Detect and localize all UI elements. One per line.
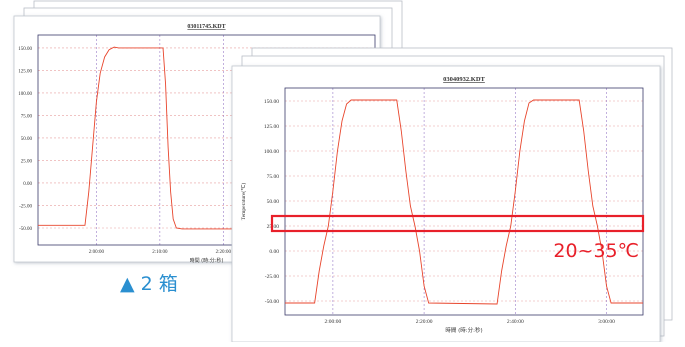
chart-title: 03011745.KDT [187, 24, 225, 30]
y-tick-label: 75.00 [267, 174, 280, 180]
data-line [285, 99, 643, 305]
y-tick-label: 150.00 [18, 47, 32, 52]
annotation: 20~35℃ [553, 240, 639, 262]
x-axis-label: 時間 (時:分:秒) [190, 257, 224, 264]
x-tick-label: 2:00:00 [89, 250, 105, 255]
x-tick-label: 2:40:00 [507, 319, 524, 325]
data-line [38, 46, 375, 230]
y-tick-label: 100.00 [18, 92, 32, 97]
y-tick-label: 100.00 [264, 149, 279, 155]
y-tick-label: 50.00 [267, 199, 280, 205]
y-tick-label: -25.00 [19, 204, 32, 209]
y-tick-label: 0.00 [23, 182, 32, 187]
chart-title: 03040932.KDT [443, 76, 485, 83]
plot-frame [284, 87, 644, 316]
highlight-band [270, 214, 645, 233]
y-axis-label: Temperature(℃) [240, 183, 247, 221]
y-tick-label: 25.00 [21, 159, 33, 164]
x-axis-label: 時間 (時:分:秒) [445, 326, 482, 334]
x-tick-label: 2:00:00 [324, 319, 341, 325]
x-tick-label: 2:10:00 [152, 250, 168, 255]
y-tick-label: 150.00 [264, 99, 279, 105]
caption: ▲ 2 箱 [120, 273, 178, 295]
y-tick-label: 75.00 [21, 114, 33, 119]
x-tick-label: 3:00:00 [598, 319, 615, 325]
x-tick-label: 2:20:00 [216, 250, 232, 255]
y-tick-label: -50.00 [19, 227, 32, 232]
y-tick-label: 50.00 [21, 137, 33, 142]
chart-panel: 03040932.KDT 150.00 125.00 100.00 75.00 50.00… [231, 65, 661, 343]
y-tick-label: 125.00 [264, 124, 279, 130]
y-tick-label: -50.00 [265, 299, 279, 305]
y-tick-label: 125.00 [18, 69, 32, 74]
y-tick-label: 0.00 [269, 249, 279, 255]
y-tick-label: -25.00 [265, 274, 279, 280]
chart-sheet [231, 65, 661, 343]
x-tick-label: 2:20:00 [416, 319, 433, 325]
